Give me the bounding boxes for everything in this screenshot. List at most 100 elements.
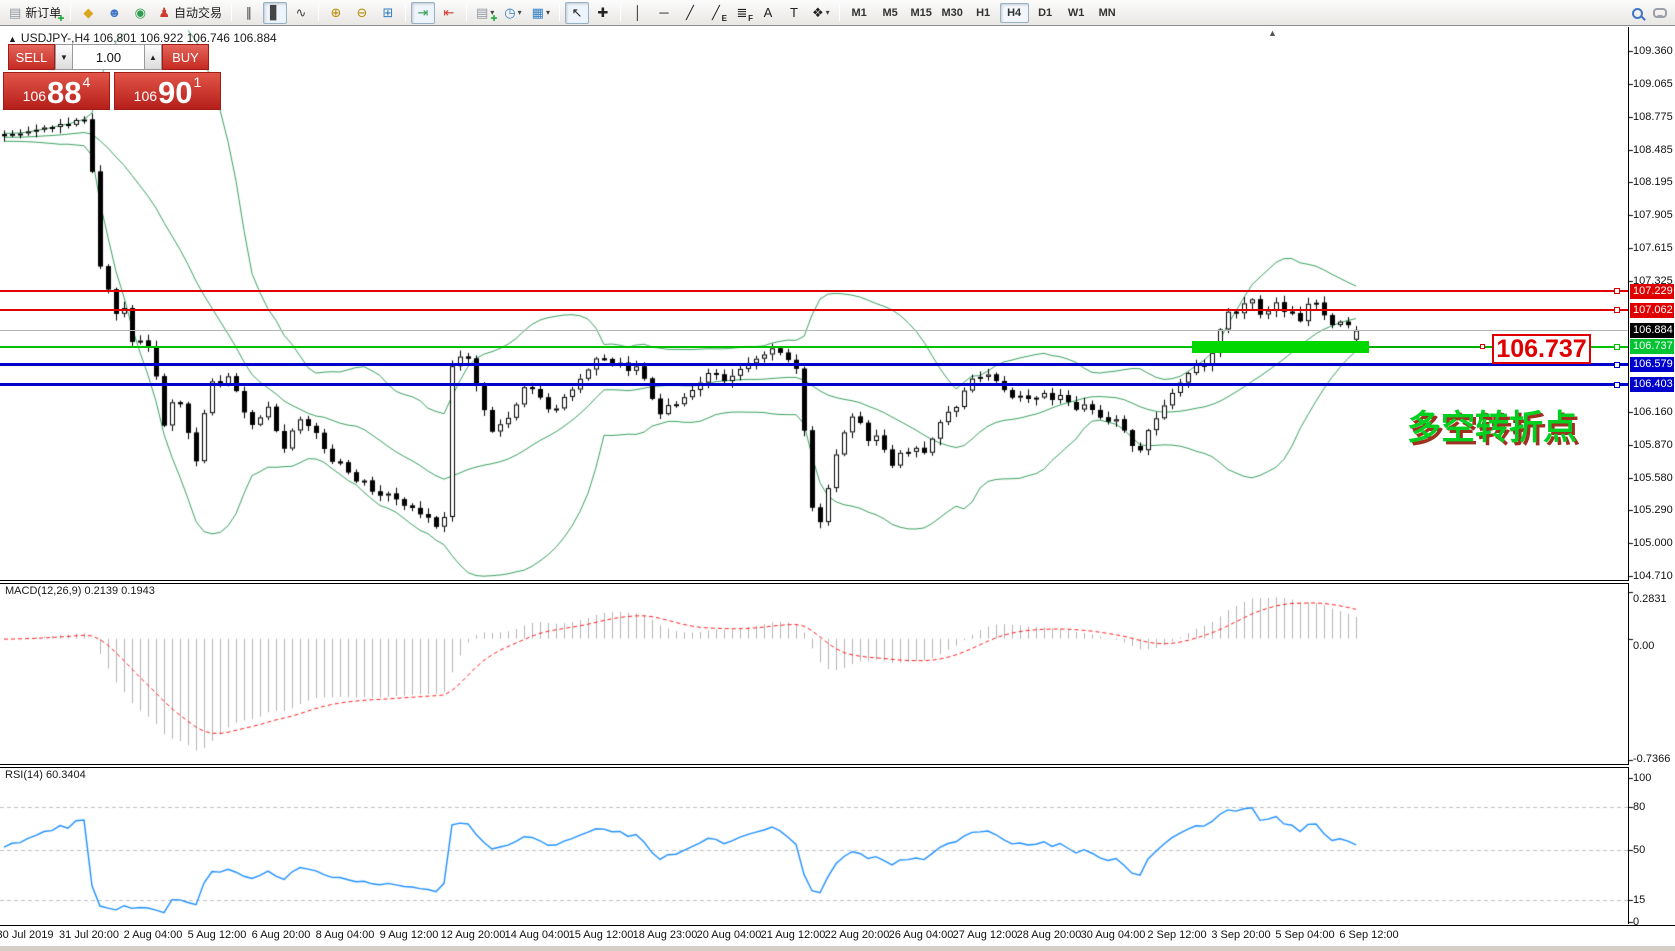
toolbar-separator — [558, 4, 560, 21]
rsi-axis-label: 0 — [1633, 916, 1640, 928]
horizontal-line-object[interactable] — [0, 361, 1629, 368]
rsi-axis-label: 80 — [1633, 800, 1646, 813]
crosshair-button[interactable]: ✚ — [591, 2, 615, 24]
timeframe-m15-button[interactable]: M15 — [910, 6, 932, 19]
price-axis-tick-label: 104.710 — [1633, 569, 1673, 582]
zoom-in-icon: ⊕ — [330, 5, 342, 20]
timeframe-mn-button[interactable]: MN — [1098, 6, 1116, 19]
hline-anchor[interactable] — [1614, 381, 1620, 388]
hline-anchor[interactable] — [1614, 288, 1620, 295]
indicators-icon: ▤ — [475, 5, 489, 20]
price-axis-tick-label: 108.775 — [1633, 111, 1673, 123]
one-click-panel-toggle[interactable]: ▲ — [8, 34, 17, 44]
chart-shift-button[interactable]: ⇤ — [437, 2, 461, 24]
dropdown-arrow-icon[interactable]: ▾ — [517, 8, 522, 17]
macd-pane-separator[interactable] — [0, 580, 1629, 584]
hline-anchor[interactable] — [1614, 343, 1620, 350]
rsi-pane-separator[interactable] — [0, 764, 1629, 768]
dropdown-arrow-icon[interactable]: ▾ — [490, 8, 495, 17]
search-icon[interactable] — [1632, 7, 1643, 19]
macd-axis-label: 0.2831 — [1633, 593, 1667, 605]
cursor-icon: ↖ — [571, 5, 583, 20]
horizontal-line-object[interactable] — [0, 343, 1629, 350]
text-label-icon: T — [789, 5, 798, 20]
horizontal-line-button[interactable]: ─ — [652, 2, 676, 24]
buy-button[interactable]: BUY — [162, 44, 209, 70]
trendline-button[interactable]: ╱ — [678, 2, 702, 24]
time-axis[interactable] — [0, 925, 1675, 946]
timeframe-m5-button[interactable]: M5 — [882, 6, 898, 19]
timeframe-h1-button[interactable]: H1 — [976, 6, 991, 19]
horizontal-line-object[interactable] — [0, 381, 1629, 388]
time-axis-label: 12 Aug 20:00 — [440, 929, 506, 941]
new-order-button-label: 新订单 — [25, 6, 62, 20]
bid-head: 106 — [22, 88, 47, 104]
ask-price-button[interactable]: 106 90 1 — [114, 72, 221, 110]
horizontal-line-object[interactable] — [0, 288, 1629, 295]
chart-wizard-icon: ◆ — [83, 5, 94, 20]
chart-wizard-button[interactable]: ◆ — [76, 2, 100, 24]
arrows-button[interactable]: ❖ ▾ — [808, 2, 834, 24]
hline-anchor[interactable] — [1614, 361, 1620, 368]
ask-sup: 1 — [193, 74, 202, 90]
autotrading-button[interactable]: ♟ 自动交易 — [154, 2, 226, 24]
hline-anchor[interactable] — [1614, 307, 1620, 314]
horizontal-line-object[interactable] — [0, 307, 1629, 314]
text-icon: A — [763, 5, 773, 20]
bar-chart-mode-button[interactable]: ∥ — [237, 2, 261, 24]
support-highlight-rect[interactable] — [1192, 340, 1369, 353]
fibonacci-button[interactable]: ≣ F — [730, 2, 754, 24]
volume-decrease-button[interactable]: ▼ — [55, 44, 73, 70]
vertical-line-button[interactable]: │ — [626, 2, 650, 24]
callout-anchor-square[interactable] — [1480, 343, 1485, 349]
timeframe-m30-button[interactable]: M30 — [941, 6, 963, 19]
volume-increase-button[interactable]: ▲ — [144, 44, 162, 70]
sell-button[interactable]: SELL — [8, 44, 55, 70]
trendline-icon: ╱ — [686, 5, 694, 20]
text-button[interactable]: A — [756, 2, 780, 24]
tile-windows-button[interactable]: ⊞ — [376, 2, 400, 24]
templates-button[interactable]: ▦ ▾ — [528, 2, 554, 24]
periods-button[interactable]: ◷ ▾ — [500, 2, 525, 24]
auto-scroll-button[interactable]: ⇥ — [410, 1, 435, 24]
new-order-button[interactable]: ▤ ✚ 新订单 — [5, 2, 65, 24]
time-axis-label: 30 Aug 04:00 — [1080, 929, 1146, 941]
equidistant-channel-button[interactable]: ╱ E — [704, 2, 728, 24]
price-axis-tick-label: 109.360 — [1633, 45, 1673, 57]
profiles-button[interactable]: ☻ — [102, 2, 126, 24]
bid-price-button[interactable]: 106 88 4 — [3, 72, 110, 110]
auto-scroll-icon: ⇥ — [417, 5, 429, 20]
zoom-out-button[interactable]: ⊖ — [350, 2, 374, 24]
zoom-in-button[interactable]: ⊕ — [324, 2, 348, 24]
volume-input[interactable] — [73, 44, 144, 70]
macd-axis-label: -0.7366 — [1633, 753, 1671, 765]
dropdown-arrow-icon[interactable]: ▾ — [825, 8, 830, 17]
timeframe-h4-button[interactable]: H4 — [999, 2, 1029, 23]
price-axis-tick-label: 108.485 — [1633, 143, 1673, 156]
price-callout-box[interactable]: 106.737 — [1492, 334, 1591, 364]
timeframe-d1-button[interactable]: D1 — [1038, 6, 1053, 19]
tile-windows-icon: ⊞ — [382, 5, 394, 20]
dropdown-arrow-icon[interactable]: ▾ — [545, 8, 550, 17]
timeframe-m1-button[interactable]: M1 — [851, 6, 867, 19]
indicators-button[interactable]: ▤ ✚ ▾ — [472, 2, 498, 24]
chart-title: ▲ USDJPY-,H4 106.801 106.922 106.746 106.… — [8, 31, 277, 45]
text-label-button[interactable]: T — [782, 2, 806, 24]
time-axis-label: 8 Aug 04:00 — [315, 929, 375, 941]
cursor-button[interactable]: ↖ — [564, 1, 589, 24]
line-chart-mode-button[interactable]: ∿ — [289, 2, 313, 24]
rsi-axis-label: 100 — [1633, 772, 1652, 784]
time-axis-label: 6 Aug 20:00 — [251, 929, 311, 941]
time-axis-label: 3 Sep 20:00 — [1211, 929, 1271, 941]
time-axis-label: 27 Aug 12:00 — [952, 929, 1018, 941]
bid-sup: 4 — [82, 74, 91, 90]
chinese-annotation[interactable]: 多空转折点 — [1407, 409, 1577, 447]
autotrading-button-label: 自动交易 — [173, 6, 222, 20]
market-watch-button[interactable]: ◉ — [128, 2, 152, 24]
bid-big: 88 — [47, 75, 82, 110]
chart-shift-marker[interactable]: ▲ — [1268, 28, 1277, 38]
chat-icon[interactable] — [1653, 8, 1667, 18]
timeframe-w1-button[interactable]: W1 — [1067, 6, 1085, 19]
candlestick-mode-button[interactable]: ▋ — [262, 1, 287, 24]
